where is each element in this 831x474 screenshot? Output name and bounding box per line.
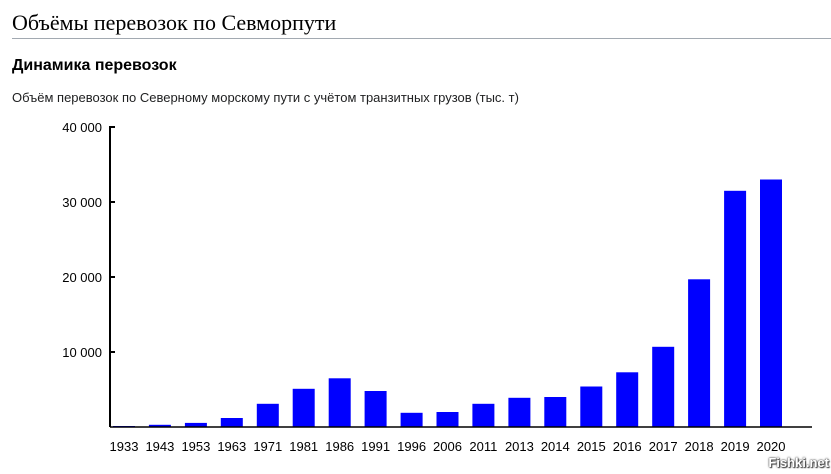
x-tick-label: 2011 — [469, 439, 497, 454]
title-divider — [12, 38, 831, 39]
x-ticks-group: 1933 1943 1953 1963 1971 1981 1986 1991 1996 2006… — [110, 439, 786, 454]
x-tick-label: 2006 — [433, 439, 462, 454]
y-tick-label: 40 000 — [62, 120, 102, 135]
y-tick-label: 30 000 — [62, 195, 102, 210]
bar-2013 — [508, 397, 531, 428]
x-tick-label: 2015 — [577, 439, 606, 454]
bars-group — [113, 179, 782, 428]
bar-1996 — [400, 412, 423, 428]
bar-1963 — [220, 418, 243, 427]
page-title: Объёмы перевозок по Севморпути — [12, 10, 337, 35]
x-tick-label: 1943 — [145, 439, 174, 454]
y-tick-label: 10 000 — [62, 345, 102, 360]
bar-1991 — [364, 391, 387, 427]
y-tick-label: 20 000 — [62, 270, 102, 285]
bar-2016 — [616, 372, 639, 428]
bar-2019 — [724, 190, 747, 428]
x-tick-label: 1971 — [253, 439, 282, 454]
x-tick-label: 1991 — [361, 439, 390, 454]
chart-title: Объём перевозок по Северному морскому пу… — [12, 90, 519, 105]
bar-2014 — [544, 397, 567, 427]
bar-1953 — [184, 422, 207, 427]
bar-1943 — [148, 424, 171, 428]
bar-2020 — [760, 179, 782, 427]
bar-2011 — [472, 403, 495, 428]
x-tick-label: 1981 — [289, 439, 318, 454]
bar-2006 — [436, 412, 459, 427]
x-tick-label: 2017 — [649, 439, 678, 454]
x-tick-label: 2020 — [757, 439, 786, 454]
bar-1971 — [256, 403, 279, 428]
watermark-logo: Fishki.net — [768, 455, 829, 470]
x-tick-label: 2013 — [505, 439, 534, 454]
x-tick-label: 1963 — [217, 439, 246, 454]
bar-1981 — [292, 388, 315, 428]
bar-2015 — [580, 386, 603, 427]
x-tick-label: 2018 — [685, 439, 714, 454]
x-tick-label: 2019 — [721, 439, 750, 454]
section-title: Динамика перевозок — [12, 57, 177, 74]
x-tick-label: 2016 — [613, 439, 642, 454]
x-tick-label: 1953 — [181, 439, 210, 454]
x-tick-label: 1996 — [397, 439, 426, 454]
y-ticks-group: 10 000 20 000 30 000 40 000 — [62, 120, 115, 360]
bar-1986 — [328, 378, 351, 428]
bar-2018 — [688, 279, 711, 428]
x-tick-label: 1933 — [110, 439, 139, 454]
x-tick-label: 1986 — [325, 439, 354, 454]
bar-2017 — [652, 346, 675, 428]
x-tick-label: 2014 — [541, 439, 570, 454]
